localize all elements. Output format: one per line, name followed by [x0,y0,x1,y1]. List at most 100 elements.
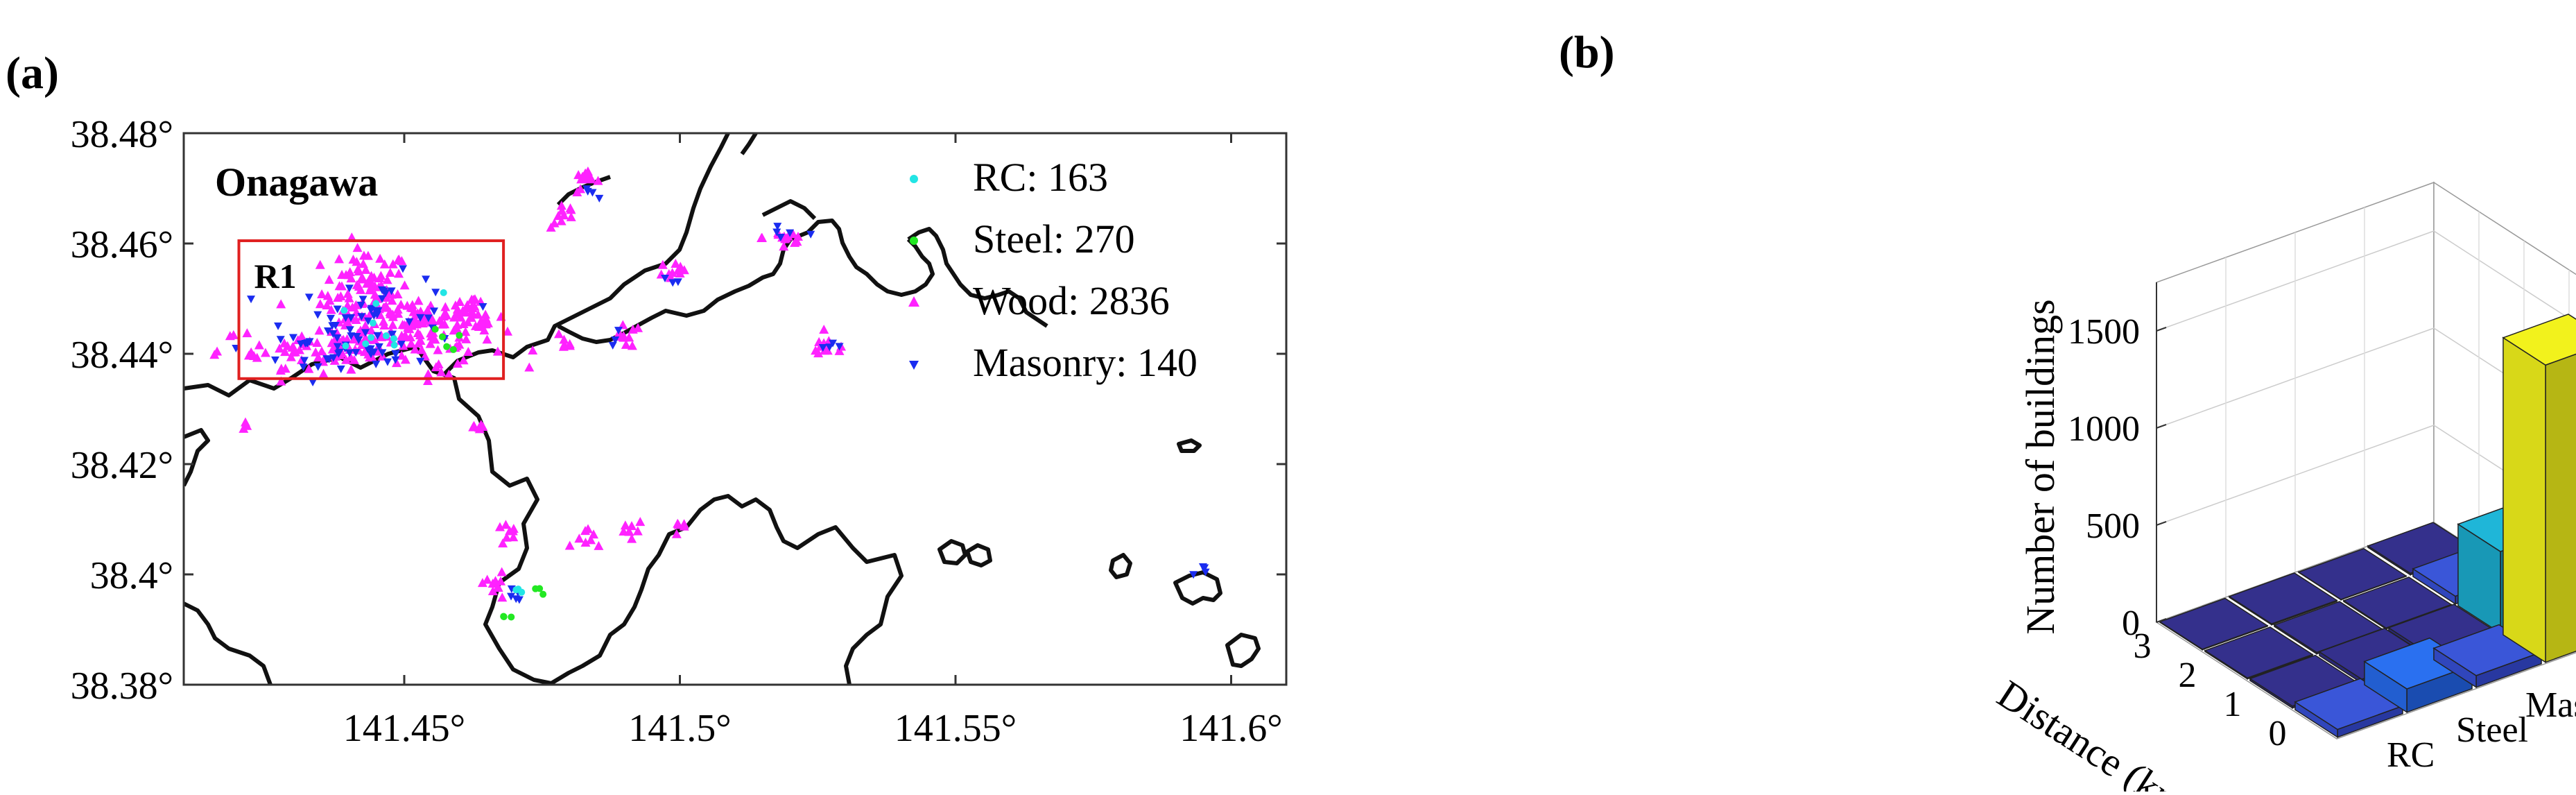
wood-marker [494,522,505,531]
wood-marker [388,311,398,321]
masonry-marker [331,322,340,330]
wood-marker [317,346,327,356]
wood-marker [593,176,603,185]
wood-marker [481,309,491,319]
masonry-marker [336,365,345,373]
wood-marker [431,362,441,372]
wood-marker [429,333,440,343]
wood-marker [493,583,503,592]
wood-marker [290,347,300,357]
masonry-marker [305,338,314,346]
steel-marker [443,343,451,350]
wood-marker [501,532,512,542]
masonry-marker [357,313,366,321]
wood-marker [343,289,353,298]
wood-marker [399,280,410,290]
wood-marker [673,520,684,529]
wood-marker [408,303,418,313]
steel-marker [532,585,539,592]
masonry-marker [334,350,343,358]
masonry-marker [424,314,433,323]
rc-marker [362,340,370,348]
coastline-inlet [556,175,611,207]
region-label: R1 [254,257,297,296]
marker-group [209,166,1210,621]
masonry-marker [322,355,331,364]
wood-marker [326,305,336,314]
masonry-marker [391,350,400,358]
x-tick-label: 141.55° [894,707,1017,750]
masonry-marker [416,314,425,322]
wood-marker [388,320,398,330]
wood-marker [382,275,392,284]
masonry-marker [512,595,521,604]
wood-marker [297,331,307,341]
wood-marker [580,526,591,536]
wood-marker [361,264,371,274]
wood-marker [757,232,767,242]
y-tick-label: 38.4° [90,554,173,597]
y-tick-label: 38.48° [71,113,173,156]
wood-marker [553,211,564,221]
wood-marker [455,296,465,306]
wood-marker [624,527,634,536]
y-tick-label: 38.38° [71,665,173,708]
rc-marker [390,335,398,343]
wood-marker [792,237,802,246]
bar-side-face [2502,336,2546,664]
wood-marker [260,348,270,357]
wood-marker [780,234,790,243]
wood-marker [481,319,491,329]
wood-marker [347,232,357,242]
masonry-marker [383,358,392,366]
distance-tick-label: 2 [2179,656,2197,695]
masonry-marker [313,363,322,371]
wood-marker [508,532,519,542]
wood-marker [392,289,403,299]
bar-top-face [2159,597,2269,650]
distance-tick-label: 0 [2269,714,2287,753]
masonry-marker [333,334,342,343]
wood-marker [393,268,404,278]
wood-marker [415,336,426,345]
wood-marker [671,529,682,538]
masonry-marker [388,331,397,339]
wood-marker [246,347,257,357]
wood-marker [463,346,474,356]
rc-marker [340,307,348,314]
steel-marker [431,325,439,333]
wood-marker [334,254,345,264]
wood-marker [632,526,643,536]
panel-a: (a) R1 Onagawa 38.38° 38.4° 38.42° 38.44° 38.4… [6,48,1288,750]
coastline-west [184,428,210,487]
legend-label: Wood: 2836 [973,278,1170,323]
coastline-southwest [184,601,273,685]
wood-marker [566,212,576,221]
wood-marker [458,355,469,365]
wood-marker [318,368,329,378]
rc-marker [368,334,375,341]
masonry-marker [345,349,354,357]
wood-marker [428,327,438,337]
masonry-marker [373,332,382,340]
wood-marker [633,323,643,332]
z-tick-label: 1000 [2068,409,2140,449]
wood-marker [496,576,506,585]
wood-marker [474,321,484,331]
wood-marker [481,313,491,323]
wood-marker [334,281,345,291]
legend-marker [910,175,918,183]
wood-marker [228,330,239,339]
wood-marker [327,338,337,348]
wood-marker [379,320,390,330]
wood-marker [406,320,417,330]
wood-marker [304,364,314,373]
wood-marker [498,538,508,548]
wood-marker [580,168,591,178]
island-4 [1177,438,1202,453]
z-axis-label: Number of buildings [2018,299,2063,634]
wood-marker [574,533,585,543]
masonry-marker [313,311,322,319]
wood-marker [469,294,480,304]
